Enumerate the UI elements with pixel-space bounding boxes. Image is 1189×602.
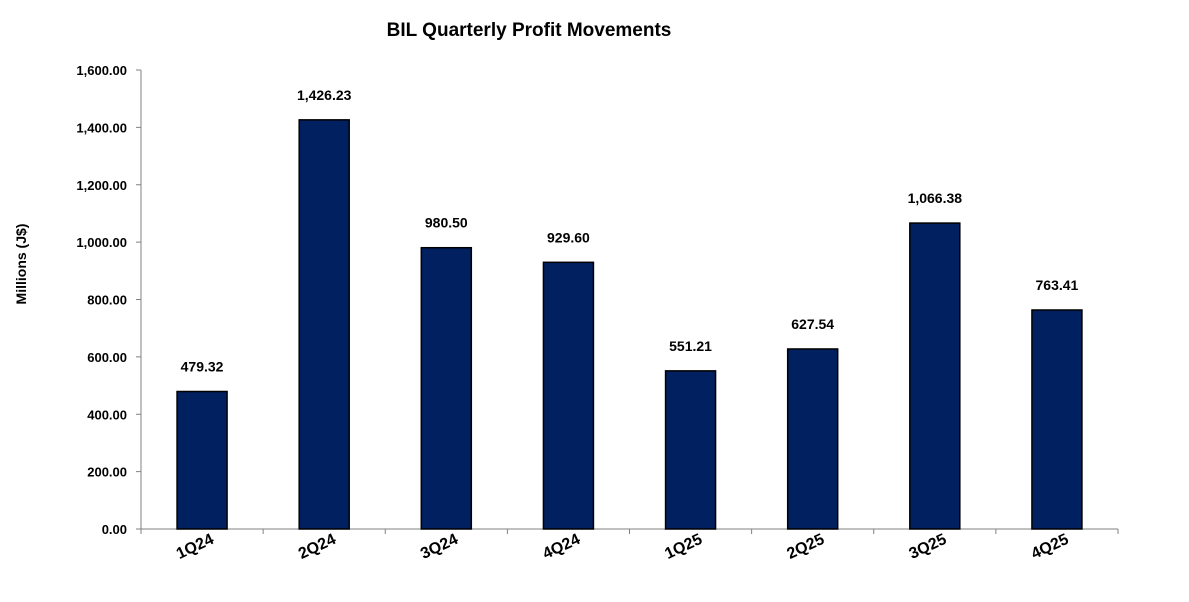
x-tick-label: 4Q25 — [1029, 531, 1072, 563]
y-tick-label: 1,000.00 — [76, 235, 127, 250]
data-label: 479.32 — [181, 358, 224, 374]
bar-4q24 — [542, 261, 595, 530]
x-tick-label: 2Q25 — [784, 531, 827, 563]
y-tick-label: 1,600.00 — [76, 63, 127, 78]
y-axis-label: Millions (J$) — [13, 224, 29, 305]
bar-2q25 — [786, 348, 839, 530]
data-label: 1,066.38 — [908, 190, 963, 206]
bar-3q24 — [420, 246, 473, 530]
bars — [176, 119, 1083, 530]
x-tick-label: 3Q25 — [907, 531, 950, 563]
data-label: 1,426.23 — [297, 87, 352, 103]
y-tick-label: 600.00 — [87, 350, 127, 365]
data-label: 980.50 — [425, 215, 468, 231]
data-label: 929.60 — [547, 229, 590, 245]
bar-2q24 — [298, 119, 350, 530]
bar-1q24 — [176, 390, 228, 530]
y-tick-label: 400.00 — [87, 407, 127, 422]
x-tick-label: 4Q24 — [540, 531, 583, 563]
y-tick-labels: 0.00 200.00 400.00 600.00 800.00 1,000.00 1,20… — [76, 63, 127, 537]
bar-4q25 — [1031, 309, 1083, 530]
data-labels: 479.32 1,426.23 980.50 929.60 551.21 627.54 1,… — [181, 87, 1079, 375]
data-label: 627.54 — [791, 316, 834, 332]
y-tick-label: 1,200.00 — [76, 178, 127, 193]
axes — [136, 69, 1119, 534]
x-tick-label: 2Q24 — [296, 531, 339, 563]
data-label: 551.21 — [669, 338, 712, 354]
y-tick-label: 1,400.00 — [76, 120, 127, 135]
chart-title: BIL Quarterly Profit Movements — [387, 20, 672, 41]
y-tick-label: 800.00 — [87, 293, 127, 308]
y-tick-label: 0.00 — [102, 522, 127, 537]
bar-3q25 — [909, 222, 961, 530]
x-tick-label: 1Q24 — [174, 531, 217, 563]
bar-1q25 — [664, 370, 717, 530]
data-label: 763.41 — [1036, 277, 1079, 293]
x-tick-label: 3Q24 — [418, 531, 461, 563]
y-tick-label: 200.00 — [87, 465, 127, 480]
x-tick-labels: 1Q24 2Q24 3Q24 4Q24 1Q25 2Q25 3Q25 4Q25 — [174, 531, 1072, 563]
x-tick-label: 1Q25 — [662, 531, 705, 563]
